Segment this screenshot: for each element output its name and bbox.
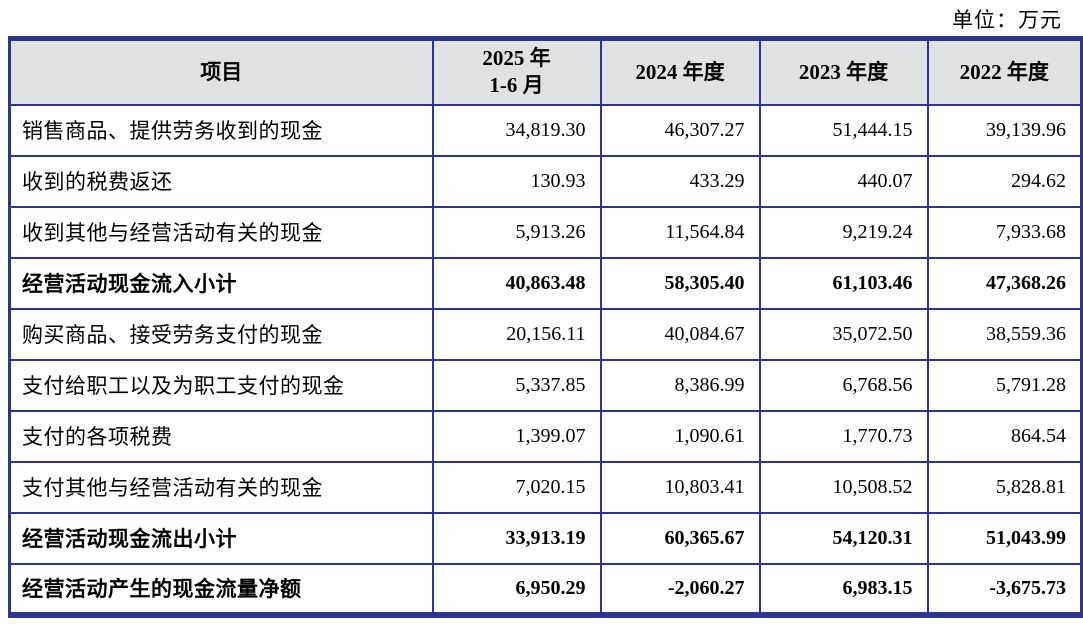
row-value-cell: 35,072.50 [758,307,929,361]
row-item-label: 经营活动现金流出小计 [8,511,434,565]
row-value-cell: 51,043.99 [926,511,1083,565]
row-value-cell: 40,863.48 [431,256,602,310]
row-value-cell: 60,365.67 [599,511,761,565]
row-value-cell: 9,219.24 [758,205,929,259]
row-item-label: 购买商品、接受劳务支付的现金 [8,307,434,361]
row-value-cell: 46,307.27 [599,103,761,157]
row-value-cell: 11,564.84 [599,205,761,259]
row-value-cell: -2,060.27 [599,562,761,616]
row-value-cell: 1,399.07 [431,409,602,463]
row-value-cell: 1,090.61 [599,409,761,463]
row-value-cell: 33,913.19 [431,511,602,565]
row-value-cell: 61,103.46 [758,256,929,310]
row-value-cell: 5,337.85 [431,358,602,412]
table-row: 支付的各项税费 1,399.07 1,090.61 1,770.73 864.54 [8,409,1083,463]
row-value-cell: 7,933.68 [926,205,1083,259]
table-row: 支付给职工以及为职工支付的现金 5,337.85 8,386.99 6,768.56 5… [8,358,1083,412]
column-header-2025-line1: 2025 年 [482,46,551,70]
column-header-2022: 2022 年度 [926,37,1083,106]
row-item-label: 支付其他与经营活动有关的现金 [8,460,434,514]
row-value-cell: 34,819.30 [431,103,602,157]
row-value-cell: 5,828.81 [926,460,1083,514]
row-value-cell: 58,305.40 [599,256,761,310]
row-value-cell: 6,950.29 [431,562,602,616]
row-value-cell: 10,803.41 [599,460,761,514]
table-row: 经营活动现金流出小计 33,913.19 60,365.67 54,120.31 51,… [8,511,1083,565]
row-value-cell: 5,913.26 [431,205,602,259]
column-header-2025-line2: 1-6 月 [489,73,544,98]
table-row: 销售商品、提供劳务收到的现金 34,819.30 46,307.27 51,444.1… [8,103,1083,157]
row-item-label: 经营活动产生的现金流量净额 [8,562,434,616]
row-value-cell: 6,768.56 [758,358,929,412]
column-header-2024: 2024 年度 [599,37,761,106]
row-item-label: 收到其他与经营活动有关的现金 [8,205,434,259]
column-header-item: 项目 [8,37,434,106]
row-value-cell: 39,139.96 [926,103,1083,157]
table-row: 经营活动现金流入小计 40,863.48 58,305.40 61,103.46 47,… [8,256,1083,310]
table-header-row: 项目 2025 年 1-6 月 2024 年度 2023 年度 2022 年度 [8,37,1083,106]
row-value-cell: 40,084.67 [599,307,761,361]
cash-flow-table: 项目 2025 年 1-6 月 2024 年度 2023 年度 2022 年度 … [8,36,1083,618]
table-row: 购买商品、接受劳务支付的现金 20,156.11 40,084.67 35,072.5… [8,307,1083,361]
row-item-label: 收到的税费返还 [8,154,434,208]
row-value-cell: 6,983.15 [758,562,929,616]
row-value-cell: 1,770.73 [758,409,929,463]
row-value-cell: 5,791.28 [926,358,1083,412]
unit-label: 单位：万元 [952,8,1062,32]
table-row: 经营活动产生的现金流量净额 6,950.29 -2,060.27 6,983.15 -3… [8,562,1083,616]
row-value-cell: 130.93 [431,154,602,208]
row-value-cell: 440.07 [758,154,929,208]
row-value-cell: 7,020.15 [431,460,602,514]
row-value-cell: 51,444.15 [758,103,929,157]
row-item-label: 支付给职工以及为职工支付的现金 [8,358,434,412]
table-row: 支付其他与经营活动有关的现金 7,020.15 10,803.41 10,508.52… [8,460,1083,514]
row-item-label: 支付的各项税费 [8,409,434,463]
row-value-cell: 864.54 [926,409,1083,463]
row-value-cell: -3,675.73 [926,562,1083,616]
row-value-cell: 294.62 [926,154,1083,208]
row-value-cell: 54,120.31 [758,511,929,565]
table-row: 收到的税费返还 130.93 433.29 440.07 294.62 [8,154,1083,208]
column-header-2025-h1: 2025 年 1-6 月 [431,37,602,106]
row-item-label: 销售商品、提供劳务收到的现金 [8,103,434,157]
row-value-cell: 433.29 [599,154,761,208]
row-value-cell: 38,559.36 [926,307,1083,361]
column-header-2023: 2023 年度 [758,37,929,106]
table-row: 收到其他与经营活动有关的现金 5,913.26 11,564.84 9,219.24 7… [8,205,1083,259]
row-value-cell: 47,368.26 [926,256,1083,310]
row-value-cell: 8,386.99 [599,358,761,412]
row-value-cell: 20,156.11 [431,307,602,361]
row-item-label: 经营活动现金流入小计 [8,256,434,310]
row-value-cell: 10,508.52 [758,460,929,514]
